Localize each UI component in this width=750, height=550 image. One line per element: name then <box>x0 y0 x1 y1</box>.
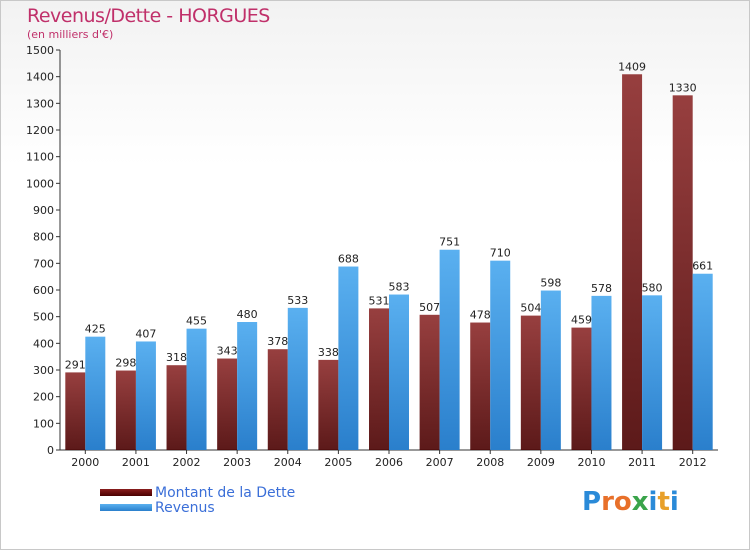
data-label-dette: 1409 <box>618 60 646 73</box>
bar-revenus <box>186 328 207 450</box>
data-label-dette: 318 <box>166 351 187 364</box>
data-label-dette: 478 <box>470 309 491 322</box>
data-label-dette: 338 <box>318 346 339 359</box>
data-label-revenus: 598 <box>540 277 561 290</box>
bar-revenus <box>85 336 106 450</box>
proxiti-logo: Proxiti <box>582 487 679 517</box>
bar-dette <box>672 95 693 450</box>
bar-dette <box>470 322 491 450</box>
data-label-dette: 298 <box>115 357 136 370</box>
bar-revenus <box>287 307 308 450</box>
data-label-dette: 504 <box>520 302 541 315</box>
y-tick-label: 200 <box>33 391 54 404</box>
bar-revenus <box>237 322 258 450</box>
data-label-revenus: 688 <box>338 253 359 266</box>
y-tick-label: 1400 <box>26 71 54 84</box>
data-labels: 2914252984073184553434803785333386885315… <box>65 60 713 371</box>
bar-dette <box>65 372 86 450</box>
bar-revenus <box>439 249 460 450</box>
bar-dette <box>419 314 440 450</box>
bar-dette <box>622 74 643 451</box>
y-tick-label: 1300 <box>26 97 54 110</box>
bar-dette <box>115 370 136 450</box>
legend-label-dette: Montant de la Dette <box>155 485 296 501</box>
logo-letter: i <box>669 487 679 517</box>
data-label-dette: 531 <box>369 294 390 307</box>
y-tick-label: 1100 <box>26 151 54 164</box>
legend-label-revenus: Revenus <box>155 500 215 516</box>
y-tick-label: 900 <box>33 204 54 217</box>
bar-revenus <box>540 290 561 450</box>
bar-dette <box>369 308 389 450</box>
x-tick-label: 2011 <box>628 456 656 469</box>
x-tick-label: 2006 <box>375 456 403 469</box>
x-tick-label: 2001 <box>122 456 150 469</box>
logo-letter: o <box>613 487 632 517</box>
y-tick-label: 100 <box>33 417 54 430</box>
data-label-dette: 343 <box>217 345 238 358</box>
data-label-revenus: 661 <box>692 260 713 273</box>
bar-revenus <box>135 341 156 450</box>
bar-dette <box>267 349 288 450</box>
logo-letter: P <box>582 487 602 517</box>
data-label-revenus: 425 <box>85 323 106 336</box>
bar-revenus <box>591 295 612 450</box>
axes: 0 100 200 300 400 500 600 700 800 900 1000 1100 1200… <box>26 44 718 469</box>
x-tick-label: 2008 <box>476 456 504 469</box>
bar-dette <box>166 365 187 450</box>
chart-subtitle: (en milliers d'€) <box>27 28 114 41</box>
y-tick-label: 800 <box>33 231 54 244</box>
data-label-revenus: 751 <box>439 236 460 249</box>
x-tick-label: 2007 <box>426 456 454 469</box>
bar-revenus <box>338 266 359 450</box>
bar-dette <box>571 327 592 450</box>
y-tick-label: 1000 <box>26 177 54 190</box>
y-tick-label: 500 <box>33 311 54 324</box>
bar-dette <box>520 315 541 450</box>
bar-dette <box>318 359 339 450</box>
y-tick-label: 700 <box>33 257 54 270</box>
y-tick-label: 0 <box>47 444 54 457</box>
y-tick-label: 600 <box>33 284 54 297</box>
data-label-dette: 291 <box>65 358 86 371</box>
bar-revenus <box>490 260 511 450</box>
legend-swatch-revenus <box>100 504 152 511</box>
bar-revenus <box>389 294 409 450</box>
data-label-dette: 378 <box>267 335 288 348</box>
logo-letter: r <box>601 487 614 517</box>
y-tick-label: 1200 <box>26 124 54 137</box>
data-label-revenus: 455 <box>186 315 207 328</box>
bars <box>65 74 713 451</box>
data-label-dette: 507 <box>419 301 440 314</box>
bar-revenus <box>692 273 713 450</box>
data-label-revenus: 580 <box>642 281 663 294</box>
data-label-dette: 459 <box>571 314 592 327</box>
data-label-revenus: 578 <box>591 282 612 295</box>
y-tick-label: 400 <box>33 337 54 350</box>
data-label-dette: 1330 <box>669 81 697 94</box>
chart-title: Revenus/Dette - HORGUES <box>27 5 270 27</box>
x-tick-label: 2000 <box>71 456 99 469</box>
x-tick-label: 2004 <box>274 456 302 469</box>
legend-swatch-dette <box>100 489 152 496</box>
data-label-revenus: 533 <box>287 294 308 307</box>
logo-letter: i <box>648 487 658 517</box>
x-tick-label: 2003 <box>223 456 251 469</box>
bar-revenus <box>642 295 663 450</box>
y-tick-label: 1500 <box>26 44 54 57</box>
x-tick-label: 2012 <box>679 456 707 469</box>
x-tick-label: 2005 <box>324 456 352 469</box>
x-tick-label: 2002 <box>173 456 201 469</box>
data-label-revenus: 710 <box>490 247 511 260</box>
data-label-revenus: 480 <box>237 308 258 321</box>
logo-letter: t <box>657 487 670 517</box>
y-tick-label: 300 <box>33 364 54 377</box>
data-label-revenus: 407 <box>135 327 156 340</box>
logo-letter: x <box>631 487 649 517</box>
x-tick-label: 2009 <box>527 456 555 469</box>
data-label-revenus: 583 <box>389 281 410 294</box>
x-tick-label: 2010 <box>577 456 605 469</box>
bar-dette <box>217 358 238 450</box>
